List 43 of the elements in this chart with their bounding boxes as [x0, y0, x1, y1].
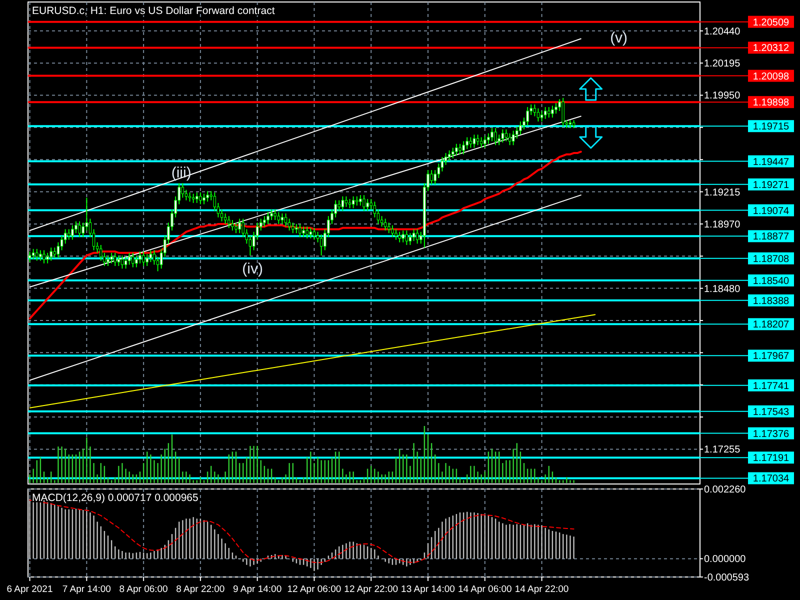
ref-line-label: 1.17191	[752, 453, 790, 464]
y-tick-label: 1.18970	[704, 219, 741, 230]
x-tick-label: 14 Apr 22:00	[514, 584, 569, 595]
ref-line-label: 1.19074	[752, 206, 790, 217]
y-tick-label: 1.17255	[704, 444, 741, 456]
ref-line-label: 1.18388	[752, 296, 790, 307]
ref-line-label: 1.18708	[752, 254, 790, 265]
ref-line-label: 1.17741	[752, 380, 790, 392]
y-tick-label: 1.20440	[704, 26, 741, 38]
x-tick-label: 12 Apr 06:00	[287, 584, 342, 595]
x-tick-label: 8 Apr 06:00	[119, 584, 168, 595]
ref-line-label: 1.18540	[752, 276, 790, 287]
ref-line-label: 1.19715	[752, 122, 790, 133]
ref-line-label: 1.19898	[752, 98, 790, 109]
x-tick-label: 7 Apr 14:00	[62, 584, 111, 595]
chart-title: EURUSD.c, H1: Euro vs US Dollar Forward contract	[32, 5, 275, 17]
ref-line-label: 1.20098	[752, 71, 790, 82]
y-tick-label: 1.18480	[704, 284, 741, 295]
x-tick-label: 6 Apr 2021	[6, 584, 53, 595]
ref-line-label: 1.18207	[752, 320, 790, 331]
x-tick-label: 8 Apr 22:00	[176, 584, 225, 595]
annotation: (iii)	[171, 164, 192, 182]
ref-line-label: 1.19447	[752, 156, 790, 168]
y-tick-label: 1.20195	[704, 58, 741, 70]
y-tick-label: 0.000000	[704, 554, 746, 566]
ref-line-label: 1.20312	[752, 43, 790, 54]
ref-line-label: 1.17967	[752, 351, 790, 362]
y-tick-label: 1.19215	[704, 187, 741, 198]
ref-line-label: 1.17376	[752, 428, 790, 440]
x-tick-label: 9 Apr 14:00	[233, 584, 282, 595]
ref-line-label: 1.17543	[752, 406, 790, 418]
ref-line-label: 1.17034	[752, 474, 790, 485]
annotation: (v)	[610, 29, 628, 46]
x-tick-label: 13 Apr 14:00	[401, 584, 455, 595]
y-tick-label: 1.19950	[704, 90, 741, 102]
ref-line-label: 1.18877	[752, 232, 790, 243]
x-tick-label: 12 Apr 22:00	[344, 584, 398, 595]
ref-line-label: 1.19271	[752, 180, 790, 191]
y-tick-label: -0.000593	[704, 572, 750, 584]
annotation: (iv)	[242, 260, 264, 278]
x-tick-label: 14 Apr 06:00	[458, 584, 512, 595]
ref-line-label: 1.20509	[752, 17, 790, 28]
y-tick-label: 0.002260	[704, 484, 746, 496]
